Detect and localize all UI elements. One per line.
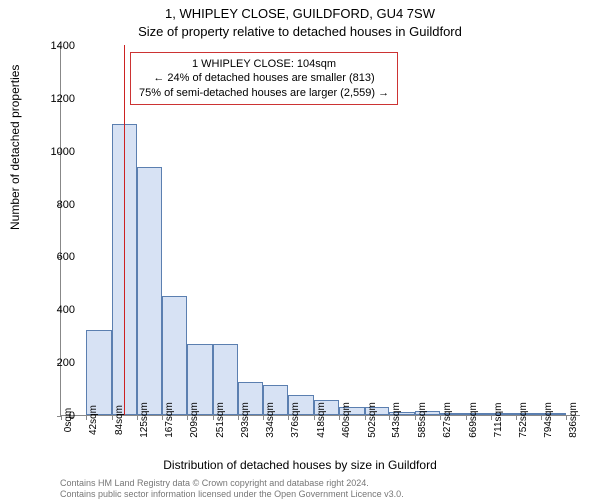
x-tick-label: 711sqm <box>493 403 504 438</box>
x-axis-label: Distribution of detached houses by size … <box>0 458 600 472</box>
y-tick-label: 200 <box>35 357 75 369</box>
histogram-bar <box>86 330 111 415</box>
y-tick-label: 400 <box>35 304 75 316</box>
y-tick-label: 1400 <box>35 40 75 52</box>
info-line-1: 1 WHIPLEY CLOSE: 104sqm <box>139 57 389 71</box>
x-tick-label: 293sqm <box>240 402 251 438</box>
x-tick-label: 836sqm <box>568 402 579 438</box>
x-tick-label: 84sqm <box>114 405 125 435</box>
x-tick-label: 167sqm <box>164 402 175 438</box>
x-tick-label: 627sqm <box>442 402 453 438</box>
x-tick-label: 418sqm <box>316 402 327 438</box>
y-tick-label: 600 <box>35 251 75 263</box>
x-tick-label: 0sqm <box>63 408 74 432</box>
y-tick-label: 1200 <box>35 93 75 105</box>
x-tick-label: 376sqm <box>290 402 301 438</box>
y-tick-label: 1000 <box>35 146 75 158</box>
info-line-2: ← 24% of detached houses are smaller (81… <box>139 71 389 85</box>
x-tick-label: 585sqm <box>417 402 428 438</box>
info-line-3: 75% of semi-detached houses are larger (… <box>139 86 389 100</box>
footer-copyright-2: Contains public sector information licen… <box>60 489 404 499</box>
chart-title-line2: Size of property relative to detached ho… <box>0 24 600 39</box>
x-tick-label: 42sqm <box>88 405 99 435</box>
property-marker-line <box>124 45 125 415</box>
y-tick-label: 800 <box>35 199 75 211</box>
x-tick-label: 669sqm <box>468 402 479 438</box>
y-axis-label: Number of detached properties <box>8 65 22 230</box>
x-tick-label: 543sqm <box>391 402 402 438</box>
x-tick-label: 752sqm <box>518 402 529 438</box>
histogram-bar <box>162 296 187 415</box>
x-tick-label: 460sqm <box>341 402 352 438</box>
histogram-bar <box>137 167 162 415</box>
x-tick-label: 125sqm <box>139 402 150 438</box>
x-tick-label: 502sqm <box>367 402 378 438</box>
x-tick-label: 251sqm <box>215 402 226 438</box>
footer-copyright-1: Contains HM Land Registry data © Crown c… <box>60 478 369 488</box>
highlight-info-box: 1 WHIPLEY CLOSE: 104sqm ← 24% of detache… <box>130 52 398 105</box>
x-tick-label: 794sqm <box>543 402 554 438</box>
x-tick-label: 209sqm <box>189 402 200 438</box>
chart-title-line1: 1, WHIPLEY CLOSE, GUILDFORD, GU4 7SW <box>0 6 600 21</box>
x-tick-label: 334sqm <box>265 402 276 438</box>
